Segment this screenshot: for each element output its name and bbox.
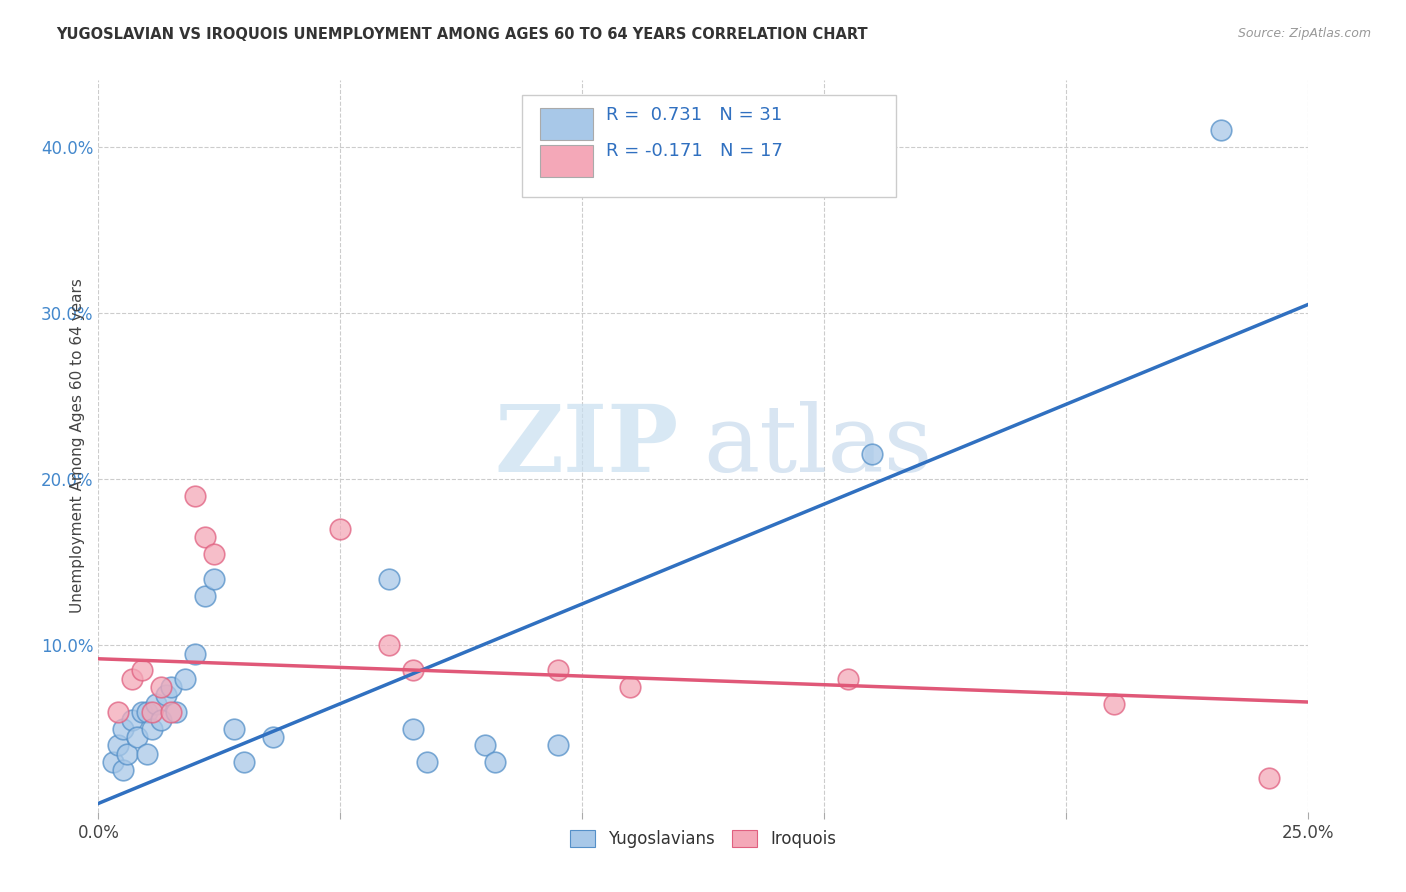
Point: [121, 714, 143, 728]
Point: [141, 705, 163, 719]
Point: [184, 489, 207, 503]
Point: [474, 738, 496, 752]
Point: [160, 705, 183, 719]
Point: [150, 714, 173, 728]
Text: YUGOSLAVIAN VS IROQUOIS UNEMPLOYMENT AMONG AGES 60 TO 64 YEARS CORRELATION CHART: YUGOSLAVIAN VS IROQUOIS UNEMPLOYMENT AMO…: [56, 27, 868, 42]
Point: [860, 447, 883, 461]
Point: [101, 755, 124, 769]
Point: [204, 572, 226, 586]
Text: Source: ZipAtlas.com: Source: ZipAtlas.com: [1237, 27, 1371, 40]
Point: [1257, 772, 1279, 786]
Point: [184, 647, 207, 661]
Point: [165, 705, 187, 719]
Point: [547, 664, 569, 678]
Point: [262, 730, 284, 744]
Point: [135, 747, 157, 761]
Text: ZIP: ZIP: [495, 401, 679, 491]
Point: [402, 664, 425, 678]
FancyBboxPatch shape: [540, 145, 593, 177]
Point: [377, 572, 399, 586]
Point: [402, 722, 425, 736]
Point: [107, 738, 129, 752]
Text: R =  0.731   N = 31: R = 0.731 N = 31: [606, 105, 783, 124]
Point: [204, 547, 226, 561]
Point: [160, 680, 183, 694]
Point: [194, 589, 217, 603]
Point: [484, 755, 506, 769]
Point: [547, 738, 569, 752]
Point: [416, 755, 439, 769]
Point: [174, 672, 197, 686]
Point: [222, 722, 245, 736]
Point: [1209, 123, 1232, 137]
Point: [127, 730, 149, 744]
Y-axis label: Unemployment Among Ages 60 to 64 years: Unemployment Among Ages 60 to 64 years: [69, 278, 84, 614]
Point: [111, 722, 134, 736]
Text: R = -0.171   N = 17: R = -0.171 N = 17: [606, 142, 783, 161]
Point: [107, 705, 129, 719]
Point: [329, 522, 352, 536]
Point: [150, 680, 173, 694]
Point: [837, 672, 859, 686]
Point: [1102, 697, 1125, 711]
Point: [121, 672, 143, 686]
Point: [377, 639, 399, 653]
Legend: Yugoslavians, Iroquois: Yugoslavians, Iroquois: [564, 823, 842, 855]
Point: [145, 697, 167, 711]
Point: [131, 664, 153, 678]
Point: [619, 680, 641, 694]
FancyBboxPatch shape: [522, 95, 897, 197]
Point: [194, 530, 217, 544]
Point: [135, 705, 157, 719]
Point: [131, 705, 153, 719]
Point: [117, 747, 139, 761]
Point: [141, 722, 163, 736]
Point: [232, 755, 254, 769]
Point: [111, 763, 134, 777]
FancyBboxPatch shape: [540, 108, 593, 140]
Point: [155, 689, 177, 703]
Text: atlas: atlas: [703, 401, 932, 491]
